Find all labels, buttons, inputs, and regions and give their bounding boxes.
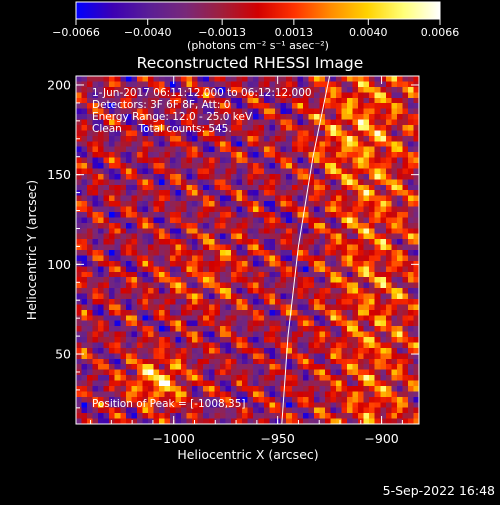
- y-tick-label: 150: [47, 167, 71, 182]
- y-tick-label: 200: [47, 77, 71, 92]
- colorbar-strip: [76, 2, 440, 19]
- colorbar-unit-label: (photons cm⁻² s⁻¹ asec⁻²): [187, 39, 329, 52]
- y-axis-label: Heliocentric Y (arcsec): [24, 180, 39, 320]
- colorbar-frame: [75, 1, 441, 20]
- y-tick-label: 100: [47, 257, 71, 272]
- annotation-energy: Energy Range: 12.0 - 25.0 keV: [92, 111, 253, 123]
- heatmap-image: [76, 76, 419, 424]
- x-tick-label: −1000: [153, 431, 195, 446]
- annotations: 1-Jun-2017 06:11:12.000 to 06:12:12.000 …: [92, 87, 312, 410]
- chart-title: Reconstructed RHESSI Image: [137, 54, 364, 72]
- colorbar-tick-label: 0.0066: [421, 26, 460, 39]
- colorbar-ticks: −0.0066 −0.0040 −0.0013 0.0013 0.0040 0.0066: [52, 19, 459, 39]
- plot-frame: [75, 75, 420, 425]
- annotation-peak: Position of Peak = [-1008,35]: [92, 398, 246, 410]
- colorbar-tick-label: −0.0066: [52, 26, 100, 39]
- solar-limb-line: [281, 76, 331, 424]
- x-axis-ticks: −1000 −950 −900: [90, 76, 403, 446]
- x-tick-label: −950: [260, 431, 294, 446]
- footer-date: 5-Sep-2022 16:48: [383, 483, 495, 498]
- colorbar-tick-label: 0.0013: [275, 26, 314, 39]
- x-axis-label: Heliocentric X (arcsec): [177, 447, 318, 462]
- annotation-method: Clean Total counts: 545.: [92, 123, 232, 135]
- plot-area: −1000 −950 −900 50 100 150 200: [47, 75, 420, 446]
- x-tick-label: −900: [364, 431, 398, 446]
- colorbar-tick-label: −0.0013: [198, 26, 246, 39]
- colorbar: −0.0066 −0.0040 −0.0013 0.0013 0.0040 0.0066 …: [52, 1, 459, 52]
- y-axis-ticks: 50 100 150 200: [47, 77, 419, 409]
- colorbar-tick-label: 0.0040: [349, 26, 388, 39]
- colorbar-tick-label: −0.0040: [124, 26, 172, 39]
- annotation-detectors: Detectors: 3F 6F 8F, Att: 0: [92, 99, 230, 111]
- y-tick-label: 50: [55, 347, 71, 362]
- annotation-time-range: 1-Jun-2017 06:11:12.000 to 06:12:12.000: [92, 87, 312, 99]
